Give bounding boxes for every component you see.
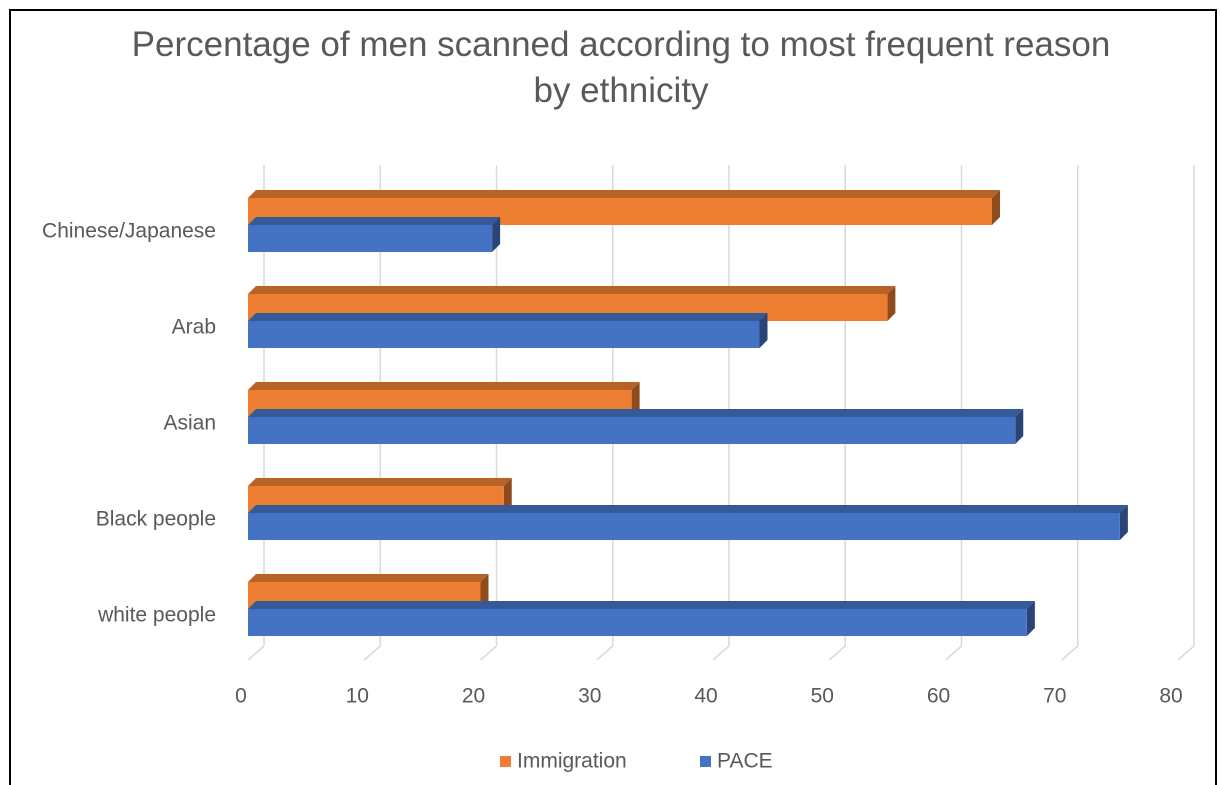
bar-top bbox=[248, 601, 1035, 609]
bar-top bbox=[248, 574, 489, 582]
grid-floor-line bbox=[945, 645, 962, 661]
bar-top bbox=[248, 409, 1024, 417]
x-tick-label: 80 bbox=[1159, 685, 1182, 708]
bar-side bbox=[759, 313, 768, 348]
bar-top bbox=[248, 505, 1128, 513]
y-tick-label: white people bbox=[97, 604, 216, 627]
y-tick-label: Chinese/Japanese bbox=[42, 220, 216, 243]
bar bbox=[248, 225, 493, 252]
bar-top bbox=[248, 382, 640, 390]
grid-floor-line bbox=[363, 645, 381, 661]
legend-swatch bbox=[500, 756, 511, 767]
grid-floor-line bbox=[1177, 645, 1195, 661]
bar-side bbox=[1026, 601, 1035, 636]
x-tick-label: 70 bbox=[1043, 685, 1066, 708]
grid-floor-line bbox=[596, 645, 614, 661]
bar bbox=[248, 609, 1027, 636]
bar-side bbox=[992, 190, 1000, 225]
y-tick-label: Black people bbox=[96, 508, 216, 531]
x-tick-label: 60 bbox=[927, 685, 950, 708]
bar bbox=[248, 417, 1016, 444]
x-tick-label: 10 bbox=[346, 685, 369, 708]
chart-title: Percentage of men scanned according to m… bbox=[131, 25, 1111, 110]
y-tick-label: Arab bbox=[172, 316, 216, 339]
grid-floor-line bbox=[1061, 645, 1079, 661]
legend-label: Immigration bbox=[517, 750, 627, 773]
legend-swatch bbox=[700, 756, 711, 767]
bar-top bbox=[248, 478, 512, 486]
x-tick-label: 30 bbox=[578, 685, 601, 708]
x-tick-label: 0 bbox=[235, 685, 247, 708]
frame bbox=[9, 9, 1217, 785]
legend-label: PACE bbox=[717, 750, 773, 773]
bar-side bbox=[1015, 409, 1024, 444]
y-tick-label: Asian bbox=[163, 412, 216, 435]
bar-top bbox=[248, 286, 896, 294]
bar-top bbox=[248, 217, 501, 225]
bar-side bbox=[1119, 505, 1128, 540]
grid-floor-line bbox=[480, 645, 497, 661]
bar-top bbox=[248, 313, 768, 321]
x-tick-label: 50 bbox=[811, 685, 834, 708]
bar bbox=[248, 321, 760, 348]
bar-side bbox=[631, 382, 640, 417]
bar bbox=[248, 513, 1120, 540]
grid-floor-line bbox=[712, 645, 730, 661]
bar-side bbox=[492, 217, 501, 252]
bar-side bbox=[480, 574, 489, 609]
grid-floor-line bbox=[247, 645, 265, 661]
x-tick-label: 20 bbox=[462, 685, 485, 708]
x-tick-label: 40 bbox=[694, 685, 717, 708]
bar-side bbox=[503, 478, 512, 513]
bar-side bbox=[887, 286, 896, 321]
bar-top bbox=[248, 190, 1000, 198]
grid-floor-line bbox=[828, 645, 846, 661]
